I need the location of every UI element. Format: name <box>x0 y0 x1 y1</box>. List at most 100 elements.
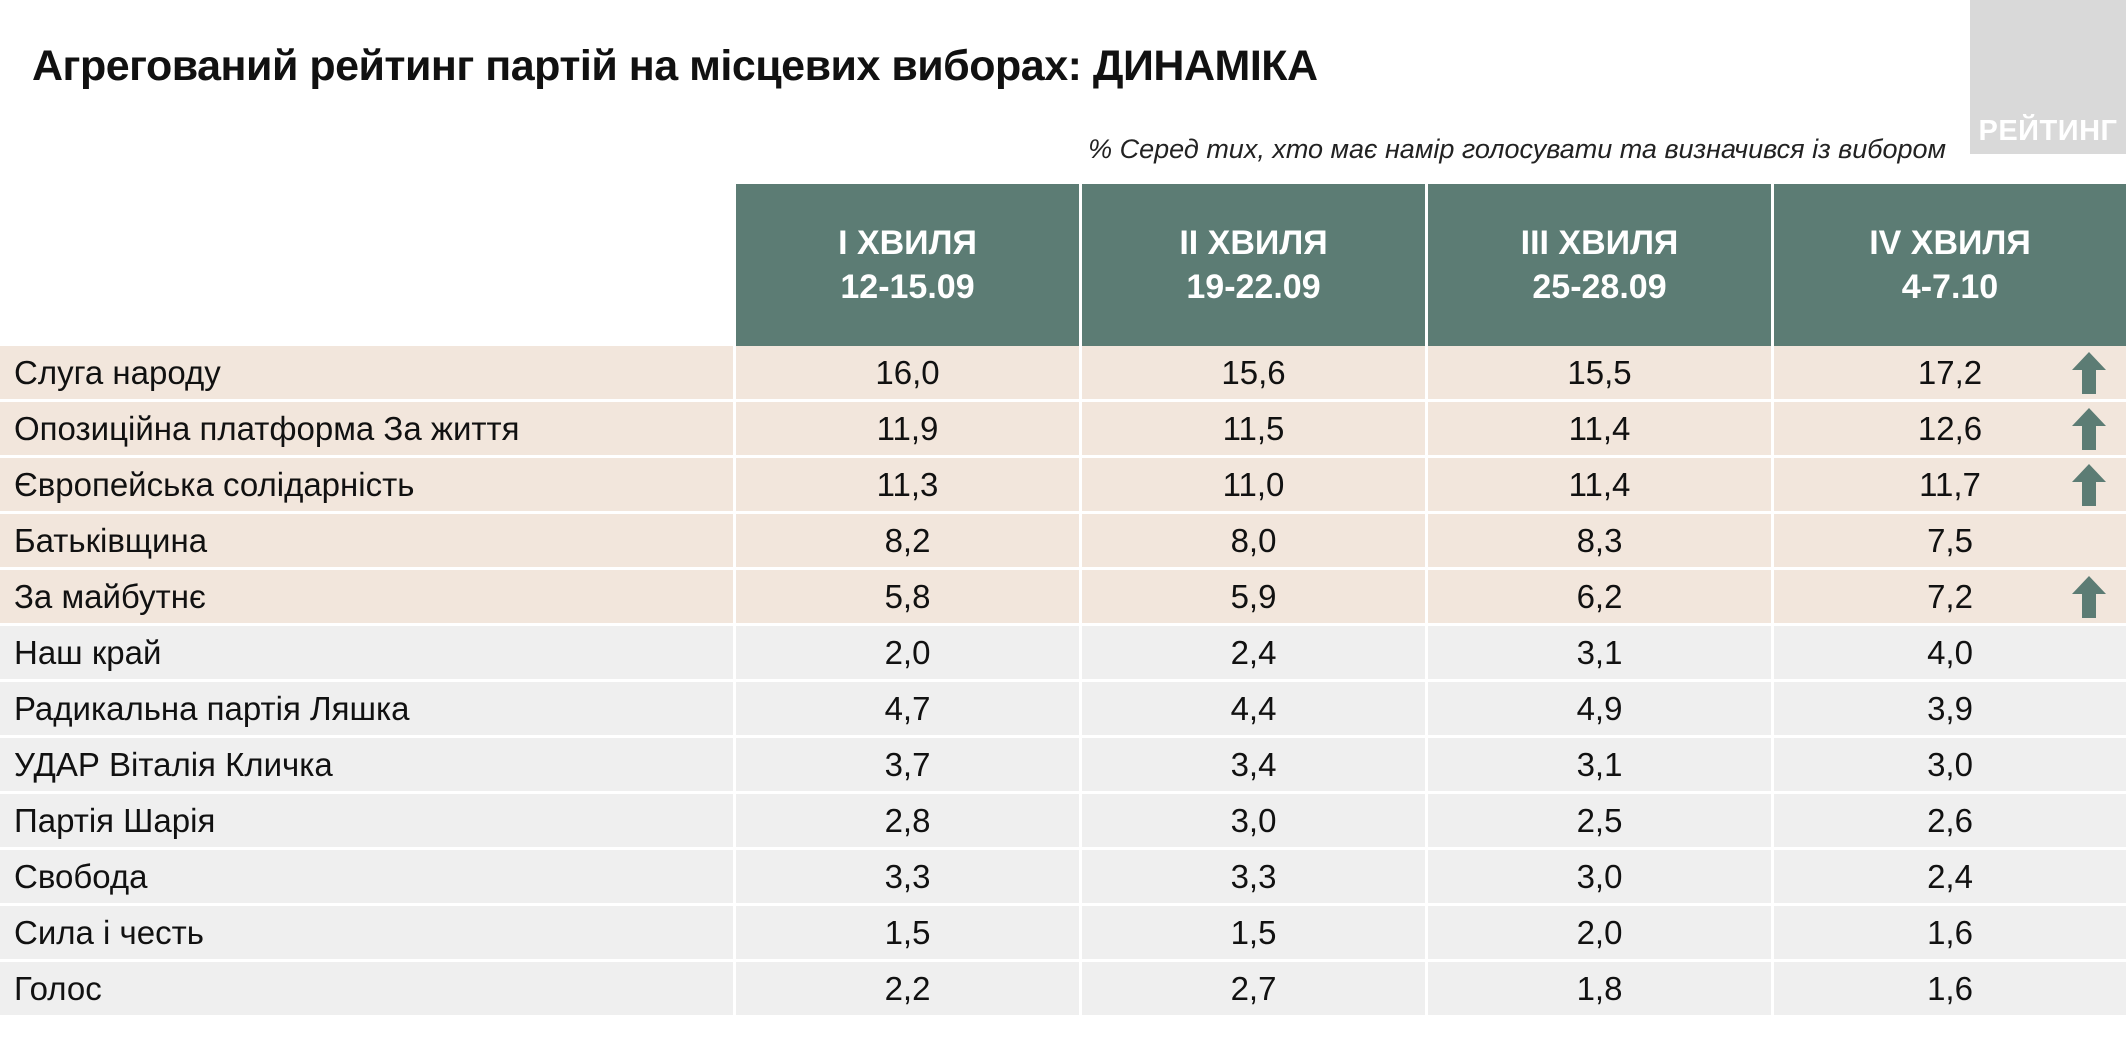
value-label: 11,0 <box>1222 465 1285 503</box>
arrow-shape <box>2072 464 2106 506</box>
value-label: 11,4 <box>1568 465 1631 503</box>
value-cell-wave-4: 3,0 <box>1771 738 2126 794</box>
value-cell-wave-3: 3,1 <box>1425 626 1771 682</box>
value-cell-wave-1: 2,2 <box>733 962 1079 1018</box>
table-row: УДАР Віталія Кличка 3,7 3,4 3,1 3,0 <box>0 738 2126 794</box>
table-body: Слуга народу 16,0 15,6 15,5 17,2 Опозиційна п… <box>0 346 2126 1018</box>
value-label: 6,2 <box>1576 577 1623 615</box>
value-cell-wave-1: 3,3 <box>733 850 1079 906</box>
table-row: Партія Шарія 2,8 3,0 2,5 2,6 <box>0 794 2126 850</box>
trend-up-arrow-icon <box>2072 408 2106 450</box>
value-cell-wave-4: 12,6 <box>1771 402 2126 458</box>
value-cell-wave-4: 7,2 <box>1771 570 2126 626</box>
value-cell-wave-1: 11,3 <box>733 458 1079 514</box>
arrow-shape <box>2072 352 2106 394</box>
table-row: Наш край 2,0 2,4 3,1 4,0 <box>0 626 2126 682</box>
value-label: 7,2 <box>1927 577 1973 615</box>
value-label: 3,9 <box>1927 689 1973 727</box>
table-row: Європейська солідарність 11,3 11,0 11,4 11,7 <box>0 458 2126 514</box>
party-name-cell: За майбутнє <box>0 570 733 626</box>
party-name-cell: Батьківщина <box>0 514 733 570</box>
value-cell-wave-4: 7,5 <box>1771 514 2126 570</box>
logo-text: РЕЙТИНГ <box>1978 115 2118 147</box>
value-label: 1,6 <box>1927 913 1973 951</box>
value-cell-wave-3: 2,5 <box>1425 794 1771 850</box>
value-label: 4,0 <box>1927 633 1973 671</box>
party-name-cell: Партія Шарія <box>0 794 733 850</box>
value-label: 3,3 <box>1230 857 1277 895</box>
value-label: 11,9 <box>876 409 939 447</box>
value-label: 7,5 <box>1927 521 1973 559</box>
value-label: 4,9 <box>1576 689 1623 727</box>
value-label: 8,2 <box>884 521 931 559</box>
value-cell-wave-4: 17,2 <box>1771 346 2126 402</box>
value-label: 16,0 <box>875 353 940 391</box>
value-label: 2,0 <box>1576 913 1623 951</box>
value-label: 3,1 <box>1576 745 1623 783</box>
column-header-label: I ХВИЛЯ <box>838 224 977 262</box>
value-cell-wave-3: 3,0 <box>1425 850 1771 906</box>
value-cell-wave-3: 1,8 <box>1425 962 1771 1018</box>
trend-up-arrow-icon <box>2072 352 2106 394</box>
column-header-label: IV ХВИЛЯ <box>1869 224 2031 262</box>
value-label: 3,4 <box>1230 745 1277 783</box>
value-cell-wave-4: 11,7 <box>1771 458 2126 514</box>
value-label: 1,5 <box>884 913 931 951</box>
value-cell-wave-4: 3,9 <box>1771 682 2126 738</box>
value-cell-wave-4: 1,6 <box>1771 962 2126 1018</box>
value-cell-wave-1: 8,2 <box>733 514 1079 570</box>
value-cell-wave-2: 5,9 <box>1079 570 1425 626</box>
value-cell-wave-3: 3,1 <box>1425 738 1771 794</box>
column-header-dates: 19-22.09 <box>1186 268 1321 306</box>
value-cell-wave-1: 5,8 <box>733 570 1079 626</box>
value-label: 4,4 <box>1230 689 1277 727</box>
value-cell-wave-3: 8,3 <box>1425 514 1771 570</box>
column-header-wave-4: IV ХВИЛЯ 4-7.10 <box>1771 184 2126 346</box>
value-cell-wave-1: 2,8 <box>733 794 1079 850</box>
value-cell-wave-1: 16,0 <box>733 346 1079 402</box>
column-header-wave-2: II ХВИЛЯ 19-22.09 <box>1079 184 1425 346</box>
value-label: 15,6 <box>1221 353 1286 391</box>
value-cell-wave-3: 11,4 <box>1425 458 1771 514</box>
table-row: Батьківщина 8,2 8,0 8,3 7,5 <box>0 514 2126 570</box>
value-cell-wave-3: 4,9 <box>1425 682 1771 738</box>
column-header-dates: 12-15.09 <box>840 268 975 306</box>
party-name-cell: Свобода <box>0 850 733 906</box>
value-label: 2,8 <box>884 801 931 839</box>
value-label: 11,4 <box>1568 409 1631 447</box>
arrow-shape <box>2072 408 2106 450</box>
arrow-shape <box>2072 576 2106 618</box>
value-label: 4,7 <box>884 689 931 727</box>
value-cell-wave-1: 4,7 <box>733 682 1079 738</box>
value-cell-wave-3: 11,4 <box>1425 402 1771 458</box>
party-name-cell: Наш край <box>0 626 733 682</box>
party-name-cell: Голос <box>0 962 733 1018</box>
table-row: Голос 2,2 2,7 1,8 1,6 <box>0 962 2126 1018</box>
table-row: Радикальна партія Ляшка 4,7 4,4 4,9 3,9 <box>0 682 2126 738</box>
value-label: 3,0 <box>1230 801 1277 839</box>
column-header-wave-1: I ХВИЛЯ 12-15.09 <box>733 184 1079 346</box>
value-cell-wave-1: 11,9 <box>733 402 1079 458</box>
value-label: 8,0 <box>1230 521 1277 559</box>
value-label: 1,5 <box>1230 913 1277 951</box>
value-label: 12,6 <box>1917 409 1983 447</box>
value-cell-wave-1: 1,5 <box>733 906 1079 962</box>
value-label: 2,0 <box>884 633 931 671</box>
value-cell-wave-1: 2,0 <box>733 626 1079 682</box>
value-label: 2,4 <box>1927 857 1973 895</box>
value-cell-wave-3: 15,5 <box>1425 346 1771 402</box>
table-row: Сила і честь 1,5 1,5 2,0 1,6 <box>0 906 2126 962</box>
value-label: 11,7 <box>1919 465 1981 503</box>
value-label: 2,6 <box>1927 801 1973 839</box>
header-blank-cell <box>0 184 733 346</box>
value-cell-wave-2: 1,5 <box>1079 906 1425 962</box>
value-cell-wave-2: 2,4 <box>1079 626 1425 682</box>
column-header-label: III ХВИЛЯ <box>1520 224 1679 262</box>
value-cell-wave-2: 4,4 <box>1079 682 1425 738</box>
value-label: 2,4 <box>1230 633 1277 671</box>
party-name-cell: УДАР Віталія Кличка <box>0 738 733 794</box>
value-cell-wave-4: 2,6 <box>1771 794 2126 850</box>
value-cell-wave-3: 2,0 <box>1425 906 1771 962</box>
value-cell-wave-2: 3,4 <box>1079 738 1425 794</box>
column-header-label: II ХВИЛЯ <box>1179 224 1328 262</box>
